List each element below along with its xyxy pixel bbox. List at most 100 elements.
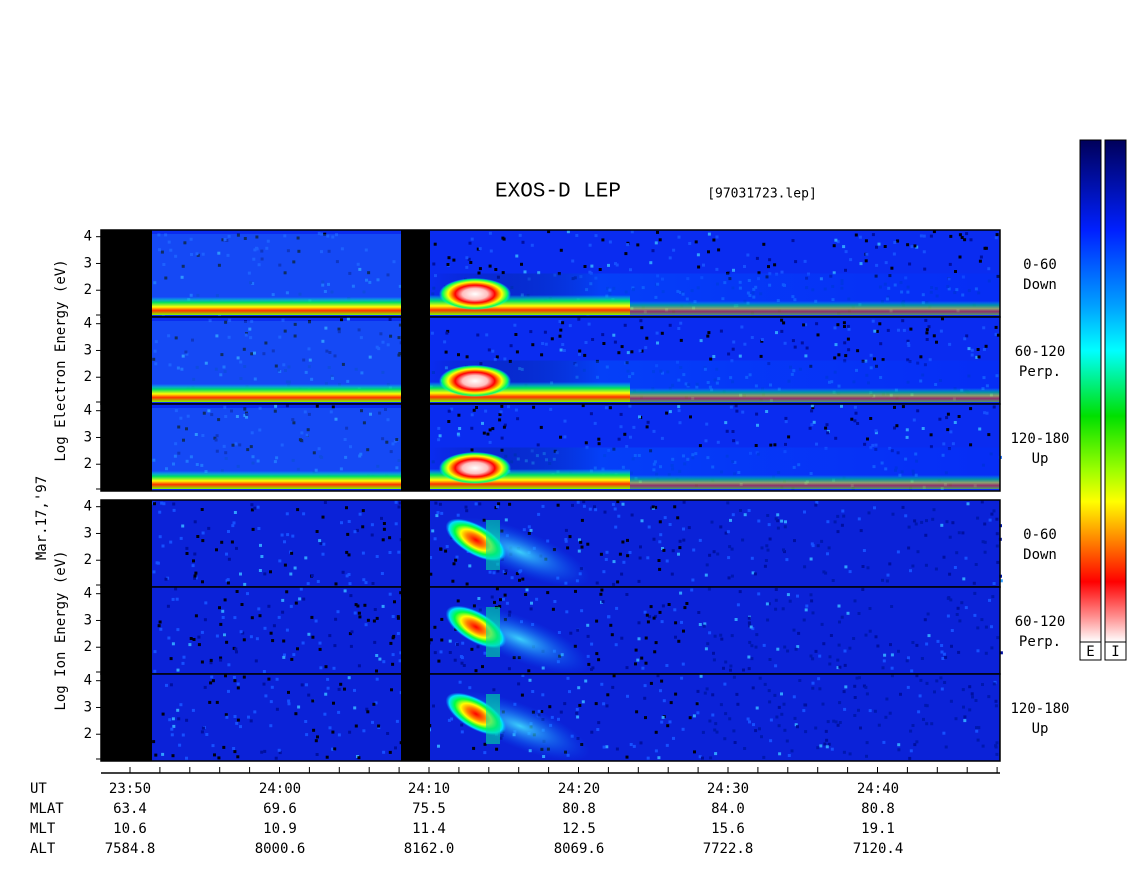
texture — [192, 377, 196, 381]
texture — [593, 505, 596, 509]
texture — [703, 691, 707, 695]
texture — [320, 232, 324, 236]
texture — [465, 265, 469, 269]
texture — [990, 512, 994, 516]
texture — [558, 320, 562, 323]
texture — [181, 524, 185, 528]
texture — [699, 674, 703, 678]
texture — [583, 265, 587, 268]
texture — [576, 715, 580, 719]
texture — [682, 527, 685, 531]
texture — [597, 721, 601, 725]
texture — [164, 577, 168, 581]
texture — [865, 741, 869, 745]
texture — [496, 569, 500, 573]
texture — [969, 238, 973, 242]
texture — [339, 682, 343, 686]
texture — [702, 263, 705, 267]
texture — [970, 353, 974, 357]
texture — [886, 328, 890, 332]
texture — [716, 440, 720, 444]
texture — [215, 634, 219, 638]
texture — [175, 597, 179, 601]
texture — [218, 606, 221, 610]
texture — [568, 324, 572, 328]
texture — [979, 255, 983, 259]
texture — [794, 723, 798, 727]
texture — [292, 421, 296, 425]
texture — [625, 755, 629, 759]
texture — [665, 559, 669, 563]
texture — [478, 247, 482, 251]
texture — [842, 514, 846, 518]
texture — [184, 350, 188, 354]
texture — [855, 676, 859, 680]
texture — [498, 413, 502, 416]
texture — [819, 744, 823, 748]
texture — [963, 715, 967, 719]
texture — [490, 595, 494, 599]
texture — [312, 451, 316, 455]
texture — [987, 433, 991, 437]
texture — [397, 459, 401, 462]
texture — [445, 331, 449, 335]
texture — [246, 448, 250, 452]
texture — [707, 587, 711, 591]
texture — [597, 437, 601, 441]
texture — [283, 653, 286, 657]
texture — [662, 699, 666, 703]
texture — [605, 550, 609, 554]
texture — [625, 666, 629, 670]
texture — [844, 685, 848, 689]
texture — [233, 679, 237, 683]
texture — [901, 405, 905, 409]
texture — [448, 651, 452, 654]
texture — [272, 624, 276, 628]
texture — [235, 546, 238, 550]
texture — [194, 614, 198, 618]
texture — [722, 666, 725, 670]
texture — [556, 503, 560, 507]
texture — [857, 612, 861, 615]
texture — [193, 520, 197, 524]
texture — [808, 426, 812, 430]
texture — [395, 719, 399, 723]
texture — [456, 599, 460, 603]
date-label: Mar.17,'97 — [34, 476, 50, 560]
texture — [447, 420, 451, 423]
texture — [668, 256, 672, 260]
texture — [929, 234, 933, 238]
texture — [247, 715, 250, 719]
texture — [617, 437, 621, 441]
texture — [956, 606, 960, 610]
texture — [990, 646, 994, 650]
texture — [994, 699, 998, 703]
texture — [820, 622, 824, 626]
texture — [791, 339, 795, 343]
texture — [746, 253, 750, 257]
texture — [699, 339, 703, 343]
texture — [491, 349, 495, 353]
texture — [325, 349, 329, 353]
texture — [969, 407, 973, 411]
texture — [375, 654, 379, 657]
texture — [964, 556, 968, 560]
y-tick-label: 2 — [84, 456, 92, 472]
texture — [520, 693, 524, 697]
y-tick-label: 2 — [84, 726, 92, 742]
texture — [217, 418, 221, 422]
texture — [171, 754, 175, 758]
texture — [327, 249, 331, 253]
texture — [673, 505, 677, 509]
texture — [201, 434, 205, 437]
texture — [386, 273, 390, 277]
texture — [967, 347, 971, 351]
texture — [838, 701, 842, 705]
texture — [905, 659, 909, 663]
texture — [277, 748, 281, 752]
texture — [185, 552, 189, 555]
texture — [501, 236, 505, 240]
texture — [319, 542, 323, 545]
texture — [928, 358, 932, 362]
